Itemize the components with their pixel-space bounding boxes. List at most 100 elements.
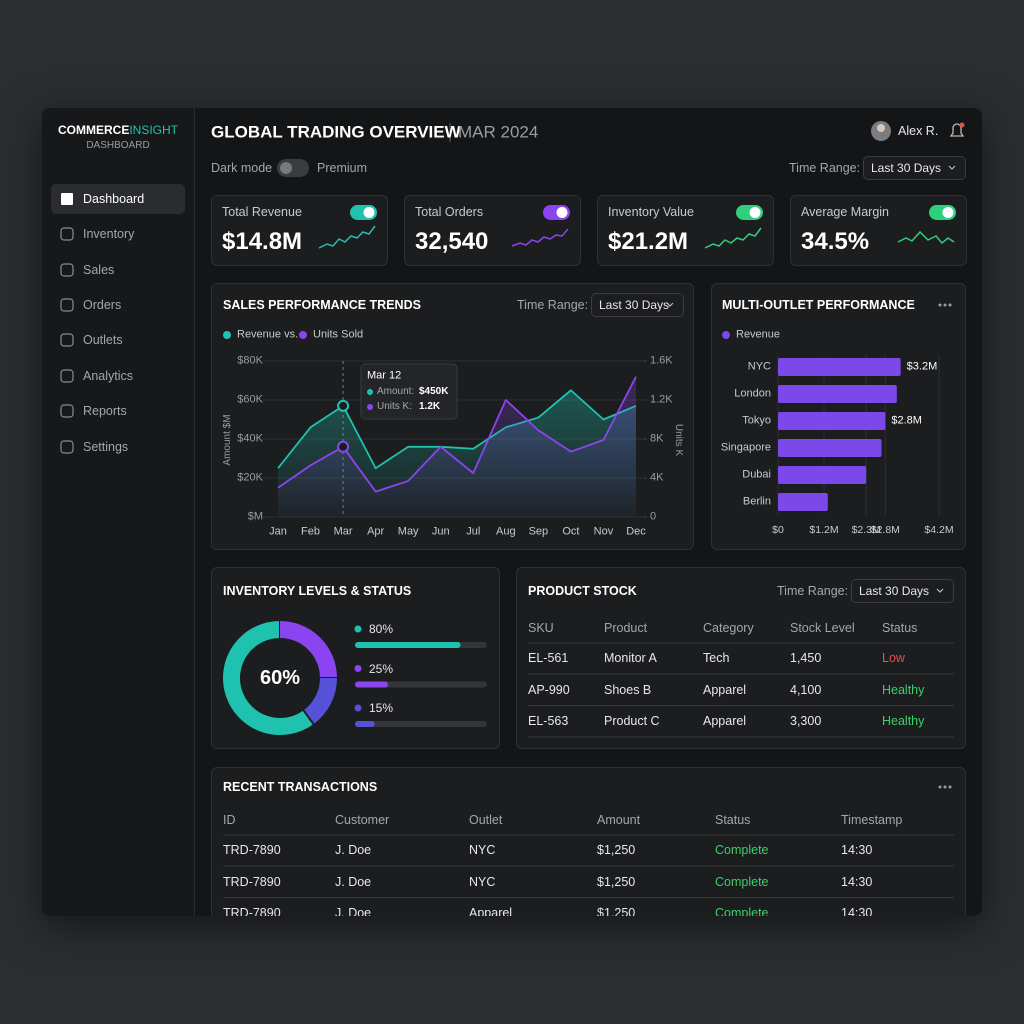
x-tick-label: Feb	[301, 525, 321, 538]
legend-dot	[223, 331, 231, 339]
nav-item[interactable]: Settings	[83, 439, 129, 454]
label: Premium	[317, 160, 368, 175]
column-header: Status	[715, 812, 751, 827]
cell: 1,450	[790, 650, 822, 665]
x-tick-label: Dec	[626, 525, 646, 538]
column-header: Timestamp	[841, 812, 903, 827]
nav-active[interactable]	[51, 184, 185, 214]
toggle-knob	[942, 207, 954, 218]
bar	[778, 439, 882, 457]
legend-label: Revenue vs.	[237, 328, 299, 341]
x-tick-label: $2.8M	[870, 523, 900, 536]
dropdown-value[interactable]: Last 30 Days	[871, 161, 942, 175]
chevron	[936, 588, 944, 593]
highlight-point	[337, 440, 350, 453]
cell: Healthy	[882, 713, 925, 728]
nav-item[interactable]: Inventory	[83, 226, 135, 241]
user-name[interactable]: Alex R.	[898, 123, 939, 138]
label: Time Range:	[789, 160, 861, 175]
column-header: Status	[882, 620, 918, 635]
label: 80%	[369, 622, 394, 636]
nav-icon	[60, 440, 74, 454]
category-label: Berlin	[742, 495, 771, 508]
tooltip-dot	[367, 404, 373, 410]
cell: Apparel	[703, 682, 747, 697]
chevron	[948, 165, 956, 170]
more-icon	[943, 303, 947, 307]
x-tick-label: Jun	[431, 525, 450, 538]
label: Total Orders	[415, 204, 484, 219]
panel-title: MULTI-OUTLET PERFORMANCE	[722, 297, 915, 312]
label: 15%	[369, 701, 394, 715]
toggle-knob	[363, 207, 375, 218]
category-label: NYC	[747, 360, 771, 373]
dropdown[interactable]	[863, 156, 966, 180]
label: Inventory Value	[608, 204, 694, 219]
more-icon	[938, 303, 942, 307]
sidebar	[42, 108, 195, 916]
nav-item[interactable]: Dashboard	[83, 191, 145, 206]
nav-item[interactable]: Outlets	[83, 332, 123, 347]
nav-item[interactable]: Reports	[83, 403, 127, 418]
graphics	[60, 121, 965, 898]
label: 25%	[369, 661, 394, 676]
x-tick-label: $1.2M	[809, 523, 839, 536]
kpi-value: 34.5%	[801, 228, 870, 255]
cell: J. Doe	[335, 874, 372, 889]
value-label: $3.2M	[906, 360, 938, 373]
x-tick-label: May	[397, 525, 419, 538]
y-axis-label: Amount $M	[222, 414, 233, 466]
dropdown-value[interactable]: Last 30 Days	[859, 584, 930, 598]
bar	[778, 385, 897, 403]
dropdown[interactable]	[851, 579, 954, 603]
sparkline	[897, 230, 955, 245]
kpi-value: 32,540	[415, 228, 489, 255]
x-tick-label: Sep	[528, 525, 549, 538]
column-header: Amount	[597, 812, 641, 827]
cell: $1,250	[597, 905, 636, 916]
cell: 14:30	[841, 874, 873, 889]
y-tick-label: $40K	[237, 432, 263, 445]
cell: Apparel	[469, 905, 513, 916]
nav-icon	[60, 227, 74, 241]
cell: Complete	[715, 905, 769, 916]
y-tick-label: $80K	[237, 354, 263, 367]
label: GLOBAL TRADING OVERVIEW	[211, 122, 461, 142]
cell: Apparel	[703, 713, 747, 728]
nav-icon	[60, 404, 74, 418]
x-tick-label: Aug	[496, 525, 516, 538]
highlight-point	[337, 399, 350, 412]
progress-track	[355, 681, 487, 688]
x-tick-label: $0	[772, 523, 784, 536]
cell: Low	[882, 650, 905, 665]
nav-item[interactable]: Analytics	[83, 368, 134, 383]
more-icon	[948, 785, 952, 789]
cell: Complete	[715, 842, 769, 857]
x-tick-label: Jan	[269, 525, 287, 538]
cell: NYC	[469, 874, 496, 889]
progress-track	[355, 721, 487, 727]
cell: Shoes B	[604, 682, 652, 697]
toggle-knob	[556, 207, 568, 218]
label: MAR 2024	[458, 122, 539, 142]
legend-dot	[722, 331, 730, 339]
legend-dot	[354, 625, 362, 633]
notification-dot	[959, 122, 965, 128]
cell: Healthy	[882, 682, 925, 697]
x-tick-label: Nov	[593, 525, 614, 538]
nav-item[interactable]: Sales	[83, 262, 115, 277]
nav-icon	[60, 263, 74, 277]
bar	[778, 493, 828, 511]
cell: 14:30	[841, 842, 873, 857]
progress-bar	[355, 721, 375, 727]
dropdown-value[interactable]: Last 30 Days	[599, 298, 670, 312]
cell: AP-990	[528, 682, 570, 697]
x-tick-label: Oct	[562, 525, 580, 538]
panel-title: INVENTORY LEVELS & STATUS	[223, 583, 412, 598]
nav-icon	[61, 193, 73, 205]
donut-center-label: 60%	[259, 667, 301, 689]
column-header: ID	[223, 812, 236, 827]
category-label: Tokyo	[742, 414, 771, 427]
nav-item[interactable]: Orders	[83, 297, 122, 312]
cell: $1,250	[597, 874, 636, 889]
